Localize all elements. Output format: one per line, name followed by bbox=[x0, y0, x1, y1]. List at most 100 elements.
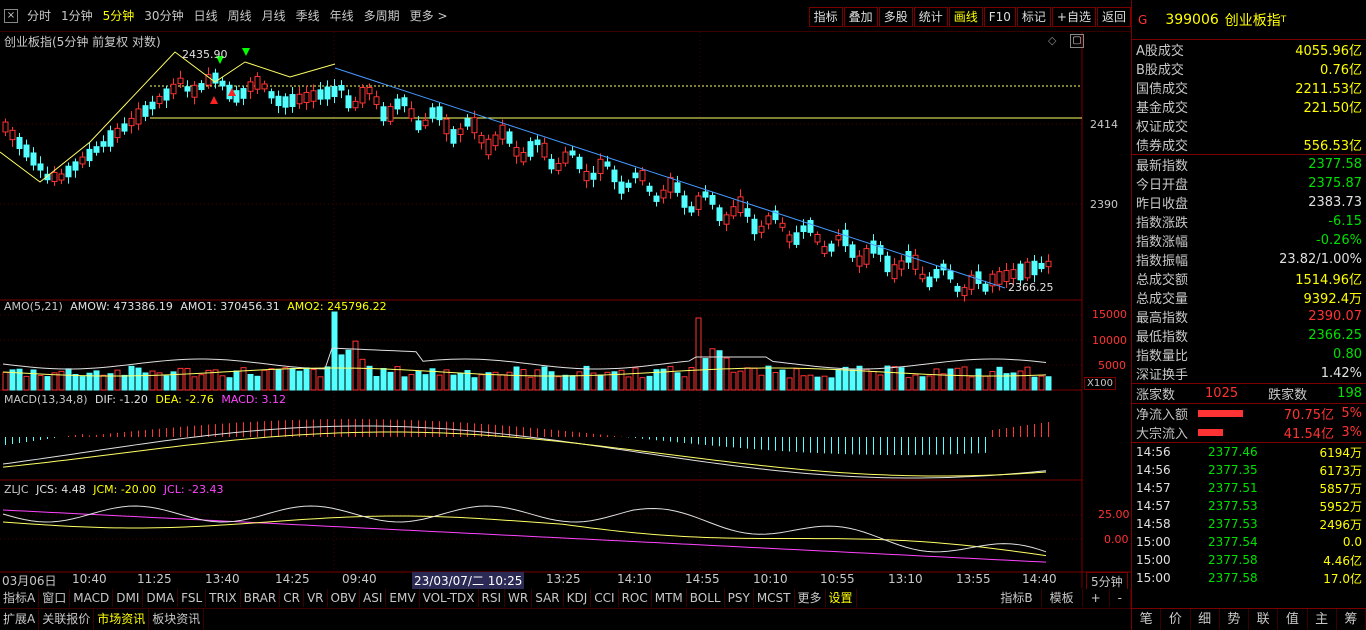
candle bbox=[296, 93, 303, 105]
turnover-row: 国债成交 2211.53亿 bbox=[1132, 78, 1366, 97]
turnover-row: 债券成交 556.53亿 bbox=[1132, 135, 1366, 154]
indicator-tab-19[interactable]: ROC bbox=[619, 589, 652, 607]
chart-canvas[interactable] bbox=[0, 32, 1131, 588]
quote-tab-3[interactable]: 势 bbox=[1220, 609, 1249, 630]
indicator-tab-right-1[interactable]: 模板 bbox=[1042, 589, 1083, 607]
period-tab-6[interactable]: 月线 bbox=[261, 8, 286, 23]
diamond-icon[interactable]: ◇ bbox=[1048, 34, 1057, 47]
quote-tab-2[interactable]: 细 bbox=[1191, 609, 1220, 630]
period-tab-4[interactable]: 日线 bbox=[193, 8, 218, 23]
candle bbox=[394, 98, 401, 110]
candle bbox=[982, 283, 989, 292]
candle bbox=[352, 100, 359, 109]
indicator-tab-3[interactable]: DMI bbox=[113, 589, 144, 607]
turnover-row: A股成交 4055.96亿 bbox=[1132, 40, 1366, 59]
amo-bar bbox=[569, 375, 576, 391]
status-tab-2[interactable]: 市场资讯 bbox=[94, 609, 150, 630]
amo-bar bbox=[338, 354, 345, 391]
quote-tabs: 笔价细势联值主筹 bbox=[1132, 608, 1366, 630]
status-tab-0[interactable]: 扩展A bbox=[0, 609, 40, 630]
toolbar-button-8[interactable]: 返回 bbox=[1096, 7, 1131, 27]
indicator-tab-11[interactable]: ASI bbox=[360, 589, 387, 607]
stat-label: 最低指数 bbox=[1136, 330, 1189, 345]
toolbar-button-5[interactable]: F10 bbox=[983, 7, 1016, 27]
indicator-tab-13[interactable]: VOL-TDX bbox=[420, 589, 479, 607]
indicator-tab-12[interactable]: EMV bbox=[386, 589, 420, 607]
toolbar-button-4[interactable]: 画线 bbox=[948, 7, 983, 27]
indicator-tab-17[interactable]: KDJ bbox=[564, 589, 592, 607]
indicator-tab-right-2[interactable]: + bbox=[1083, 589, 1110, 607]
candle bbox=[457, 128, 464, 136]
toolbar-button-1[interactable]: 叠加 bbox=[843, 7, 878, 27]
indicator-tab-21[interactable]: BOLL bbox=[687, 589, 725, 607]
toolbar-button-3[interactable]: 统计 bbox=[913, 7, 948, 27]
indicator-tab-10[interactable]: OBV bbox=[328, 589, 361, 607]
status-tab-1[interactable]: 关联报价 bbox=[39, 609, 95, 630]
period-tab-2[interactable]: 5分钟 bbox=[102, 8, 135, 23]
period-tab-0[interactable]: 分时 bbox=[27, 8, 52, 23]
indicator-tab-9[interactable]: VR bbox=[304, 589, 328, 607]
indicator-tab-18[interactable]: CCI bbox=[591, 589, 619, 607]
period-tab-5[interactable]: 周线 bbox=[227, 8, 252, 23]
y-label-2414: 2414 bbox=[1090, 118, 1118, 131]
stat-row: 最低指数 2366.25 bbox=[1132, 326, 1366, 345]
amo-bar bbox=[968, 376, 975, 391]
indicator-tab-right-0[interactable]: 指标B bbox=[992, 589, 1042, 607]
period-tab-10[interactable]: 更多 > bbox=[409, 8, 448, 23]
amo-bar bbox=[149, 370, 156, 391]
status-tab-3[interactable]: 板块资讯 bbox=[149, 609, 205, 630]
toolbar-button-2[interactable]: 多股 bbox=[878, 7, 913, 27]
indicator-tab-1[interactable]: 窗口 bbox=[39, 589, 71, 607]
period-tab-9[interactable]: 多周期 bbox=[363, 8, 400, 23]
candle bbox=[954, 285, 961, 292]
toolbar-button-6[interactable]: 标记 bbox=[1016, 7, 1051, 27]
trade-price: 2377.58 bbox=[1208, 553, 1258, 567]
period-tab-1[interactable]: 1分钟 bbox=[61, 8, 93, 23]
candle bbox=[933, 268, 940, 279]
indicator-tab-16[interactable]: SAR bbox=[532, 589, 564, 607]
restore-icon[interactable]: ▢ bbox=[1070, 34, 1084, 48]
close-icon[interactable]: × bbox=[4, 8, 18, 23]
indicator-tab-6[interactable]: TRIX bbox=[206, 589, 241, 607]
candle bbox=[513, 147, 520, 157]
stat-label: 总成交量 bbox=[1136, 292, 1189, 307]
period-tab-7[interactable]: 季线 bbox=[295, 8, 320, 23]
toolbar-button-0[interactable]: 指标 bbox=[808, 7, 843, 27]
stat-label: 总成交额 bbox=[1136, 273, 1189, 288]
indicator-tab-5[interactable]: FSL bbox=[178, 589, 207, 607]
quote-tab-0[interactable]: 笔 bbox=[1132, 609, 1162, 630]
indicator-tab-15[interactable]: WR bbox=[505, 589, 533, 607]
amo-bar bbox=[1024, 366, 1031, 391]
amo-bar bbox=[842, 366, 849, 391]
amo-bar bbox=[170, 371, 177, 391]
indicator-tab-20[interactable]: MTM bbox=[652, 589, 687, 607]
quote-tab-4[interactable]: 联 bbox=[1249, 609, 1279, 630]
trade-time: 14:57 bbox=[1136, 481, 1171, 495]
indicator-tab-right-3[interactable]: - bbox=[1110, 589, 1131, 607]
indicator-tab-24[interactable]: 更多 bbox=[795, 589, 826, 607]
quote-tab-6[interactable]: 主 bbox=[1308, 609, 1337, 630]
candle bbox=[233, 90, 240, 103]
indicator-tab-0[interactable]: 指标A bbox=[0, 589, 40, 607]
indicator-tab-23[interactable]: MCST bbox=[754, 589, 795, 607]
indicator-tab-22[interactable]: PSY bbox=[725, 589, 754, 607]
indicator-tab-8[interactable]: CR bbox=[280, 589, 304, 607]
indicator-tab-7[interactable]: BRAR bbox=[241, 589, 281, 607]
candle bbox=[856, 255, 863, 267]
candle bbox=[191, 84, 198, 98]
quote-tab-7[interactable]: 筹 bbox=[1337, 609, 1366, 630]
flow-bar bbox=[1198, 410, 1244, 417]
period-tab-8[interactable]: 年线 bbox=[329, 8, 354, 23]
stat-value: 0.80 bbox=[1333, 347, 1362, 362]
period-tab-3[interactable]: 30分钟 bbox=[144, 8, 184, 23]
candle bbox=[646, 185, 653, 192]
quote-tab-5[interactable]: 值 bbox=[1278, 609, 1308, 630]
indicator-tab-14[interactable]: RSI bbox=[479, 589, 506, 607]
candle bbox=[926, 276, 933, 288]
indicator-tab-2[interactable]: MACD bbox=[70, 589, 114, 607]
toolbar-button-7[interactable]: +自选 bbox=[1051, 7, 1096, 27]
indicator-tab-25[interactable]: 设置 bbox=[826, 589, 857, 607]
indicator-tab-4[interactable]: DMA bbox=[143, 589, 179, 607]
trade-vol: 17.0亿 bbox=[1323, 571, 1362, 586]
quote-tab-1[interactable]: 价 bbox=[1161, 609, 1191, 630]
